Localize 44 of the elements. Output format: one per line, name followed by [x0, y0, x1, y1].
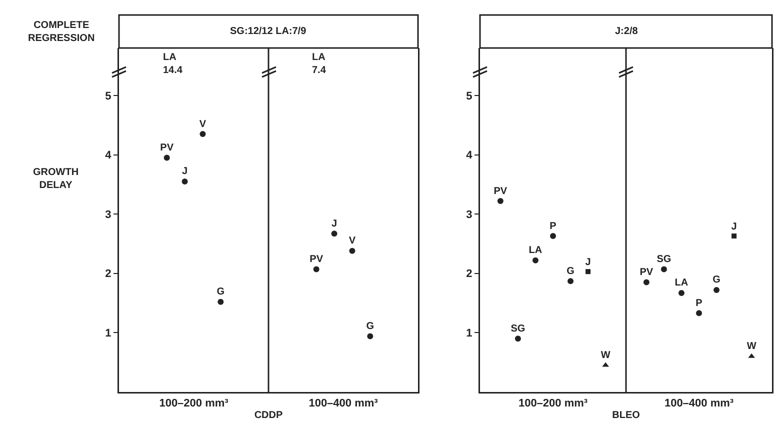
- x-tick-label: 100–400 mm³: [308, 398, 378, 410]
- annotation: LA 14.4: [163, 52, 183, 76]
- text: J: [731, 221, 737, 232]
- chart-title: SG:12/12 LA:7/9: [230, 26, 307, 37]
- text: LA: [674, 278, 688, 289]
- series-label: G: [712, 274, 721, 286]
- y-tick-label: 2: [466, 268, 472, 280]
- series-label: PV: [310, 254, 324, 265]
- x-tick-label: 100–200 mm³: [518, 398, 588, 410]
- y-tick-label: 2: [105, 268, 112, 280]
- x-tick-label: 100–400 mm³: [664, 398, 734, 410]
- y-tick-label: 5: [105, 90, 112, 102]
- text: G: [566, 266, 574, 277]
- text: SG: [510, 323, 526, 334]
- y-tick-label: 1: [466, 328, 472, 340]
- x-axis-title: CDDP: [254, 410, 283, 421]
- y-tick-label: 3: [105, 208, 112, 221]
- series-label: LA: [528, 245, 542, 256]
- y-axis-title: GROWTH DELAY: [33, 167, 79, 191]
- series-label: J: [585, 256, 591, 268]
- text: PV: [640, 267, 654, 278]
- series-label: G: [216, 286, 225, 298]
- series-label: SG: [656, 254, 672, 265]
- x-axis-title: BLEO: [612, 410, 640, 421]
- y-tick-label: 1: [105, 328, 112, 340]
- text: W: [746, 341, 756, 352]
- y-tick-label: 5: [466, 90, 472, 102]
- annotation: LA 7.4: [312, 52, 326, 76]
- text: V: [348, 236, 356, 247]
- series-label: P: [696, 298, 703, 309]
- text: P: [550, 220, 556, 232]
- series-label: PV: [494, 186, 508, 197]
- y-tick-label: 4: [466, 150, 474, 162]
- y-tick-label: 3: [466, 208, 472, 221]
- text: G: [366, 321, 374, 332]
- series-label: J: [182, 166, 188, 178]
- series-label: W: [600, 350, 611, 362]
- text: COMPLETE REGRESSION: [28, 20, 95, 44]
- text: J: [332, 218, 338, 230]
- series-label: V: [199, 118, 206, 130]
- y-tick-label: 4: [105, 150, 112, 162]
- chart-title: J:2/8: [615, 26, 638, 37]
- x-tick-label: 100–200 mm³: [159, 398, 229, 410]
- text: PV: [160, 142, 174, 154]
